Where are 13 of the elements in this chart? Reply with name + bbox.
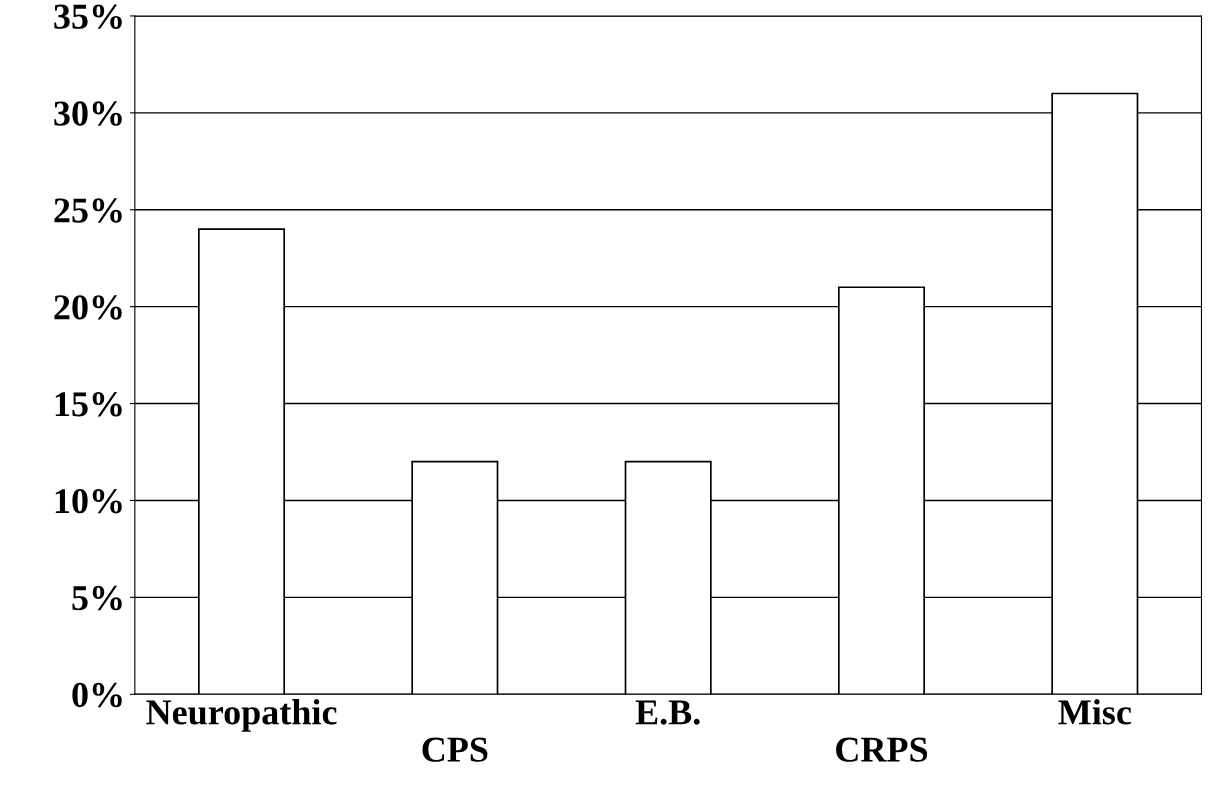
y-tick-label: 20% — [54, 295, 122, 320]
x-tick-label: E.B. — [635, 700, 700, 725]
y-tick-label: 35% — [54, 4, 122, 29]
x-tick-label: Neuropathic — [146, 699, 337, 732]
x-tick-label: Misc — [1058, 699, 1132, 725]
y-tick-label: 5% — [72, 585, 122, 611]
x-tick-label: CPS — [422, 737, 488, 762]
y-tick-label: 15% — [55, 392, 122, 417]
y-tick-label: 30% — [54, 101, 122, 126]
y-tick-label: 0% — [72, 682, 122, 708]
x-tick-label: CRPS — [836, 737, 928, 762]
y-tick-label: 10% — [55, 488, 122, 514]
y-tick-label: 25% — [54, 198, 122, 223]
